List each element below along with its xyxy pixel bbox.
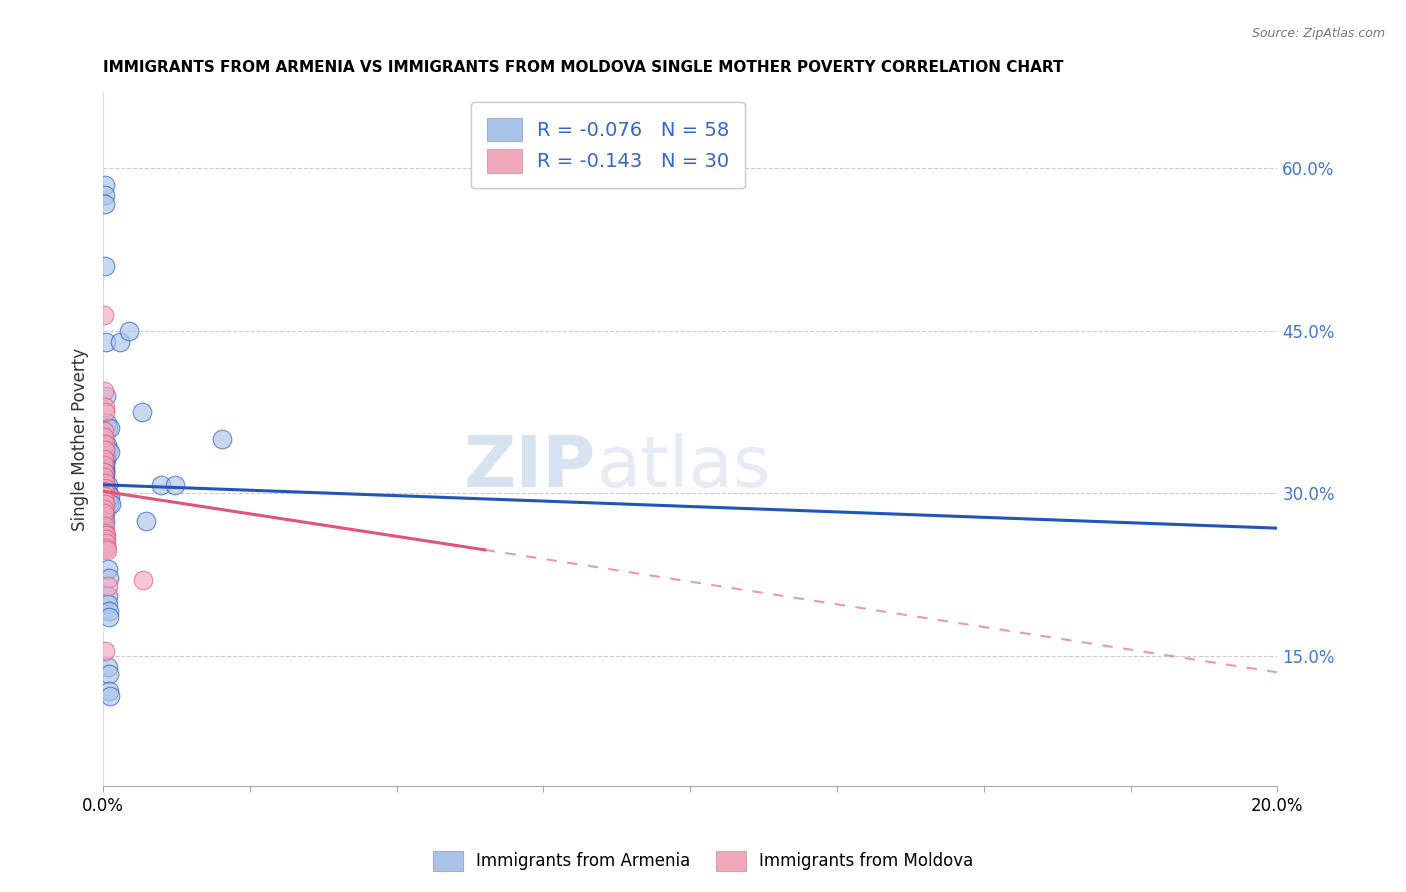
- Point: [93, 308, 115, 322]
- Point: [98, 421, 121, 435]
- Point: [93, 475, 115, 490]
- Point: [94, 539, 117, 553]
- Point: [94, 449, 117, 463]
- Point: [93, 510, 115, 524]
- Point: [96, 438, 118, 452]
- Point: [94, 405, 117, 419]
- Y-axis label: Single Mother Poverty: Single Mother Poverty: [72, 348, 89, 531]
- Point: [93, 484, 115, 499]
- Point: [94, 465, 117, 479]
- Point: [132, 573, 155, 587]
- Text: IMMIGRANTS FROM ARMENIA VS IMMIGRANTS FROM MOLDOVA SINGLE MOTHER POVERTY CORRELA: IMMIGRANTS FROM ARMENIA VS IMMIGRANTS FR…: [103, 60, 1063, 75]
- Text: ZIP: ZIP: [464, 433, 596, 501]
- Point: [94, 519, 117, 533]
- Point: [93, 458, 115, 473]
- Point: [96, 541, 118, 555]
- Point: [96, 443, 118, 458]
- Point: [93, 424, 115, 438]
- Point: [93, 451, 115, 466]
- Point: [93, 521, 115, 535]
- Point: [93, 443, 115, 458]
- Point: [98, 497, 121, 511]
- Point: [94, 188, 117, 202]
- Point: [108, 334, 131, 349]
- Point: [93, 489, 115, 503]
- Point: [97, 597, 120, 611]
- Point: [93, 384, 115, 398]
- Point: [94, 536, 117, 550]
- Point: [94, 400, 117, 414]
- Point: [97, 562, 120, 576]
- Point: [94, 506, 117, 520]
- Point: [94, 500, 117, 514]
- Point: [94, 178, 117, 192]
- Text: Source: ZipAtlas.com: Source: ZipAtlas.com: [1251, 27, 1385, 40]
- Point: [94, 197, 117, 211]
- Point: [211, 432, 233, 446]
- Point: [97, 603, 120, 617]
- Point: [93, 493, 115, 508]
- Legend: R = -0.076   N = 58, R = -0.143   N = 30: R = -0.076 N = 58, R = -0.143 N = 30: [471, 103, 745, 188]
- Text: atlas: atlas: [596, 433, 770, 501]
- Point: [94, 259, 117, 273]
- Point: [94, 456, 117, 470]
- Point: [93, 497, 115, 511]
- Point: [94, 334, 117, 349]
- Point: [93, 430, 115, 444]
- Point: [93, 514, 115, 528]
- Point: [93, 470, 115, 484]
- Point: [93, 643, 115, 657]
- Point: [98, 689, 121, 703]
- Point: [98, 610, 121, 624]
- Point: [131, 405, 153, 419]
- Point: [94, 484, 117, 499]
- Point: [97, 486, 120, 500]
- Point: [93, 478, 115, 492]
- Legend: Immigrants from Armenia, Immigrants from Moldova: Immigrants from Armenia, Immigrants from…: [425, 842, 981, 880]
- Point: [118, 324, 141, 338]
- Point: [93, 506, 115, 520]
- Point: [135, 514, 157, 528]
- Point: [93, 463, 115, 477]
- Point: [150, 478, 173, 492]
- Point: [96, 590, 118, 604]
- Point: [96, 389, 118, 403]
- Point: [93, 489, 115, 503]
- Point: [97, 667, 120, 681]
- Point: [98, 445, 121, 459]
- Point: [96, 478, 118, 492]
- Point: [93, 491, 115, 506]
- Point: [93, 465, 115, 479]
- Point: [94, 532, 117, 546]
- Point: [94, 495, 117, 509]
- Point: [97, 579, 120, 593]
- Point: [94, 525, 117, 540]
- Point: [163, 478, 186, 492]
- Point: [100, 497, 122, 511]
- Point: [93, 474, 115, 488]
- Point: [94, 467, 117, 481]
- Point: [94, 451, 117, 466]
- Point: [94, 527, 117, 541]
- Point: [96, 416, 118, 430]
- Point: [93, 527, 115, 541]
- Point: [98, 489, 121, 503]
- Point: [93, 481, 115, 495]
- Point: [98, 571, 121, 585]
- Point: [94, 502, 117, 516]
- Point: [97, 491, 120, 506]
- Point: [98, 683, 121, 698]
- Point: [97, 421, 120, 435]
- Point: [93, 481, 115, 495]
- Point: [93, 470, 115, 484]
- Point: [96, 542, 118, 557]
- Point: [93, 501, 115, 516]
- Point: [93, 436, 115, 450]
- Point: [94, 532, 117, 546]
- Point: [94, 459, 117, 474]
- Point: [97, 660, 120, 674]
